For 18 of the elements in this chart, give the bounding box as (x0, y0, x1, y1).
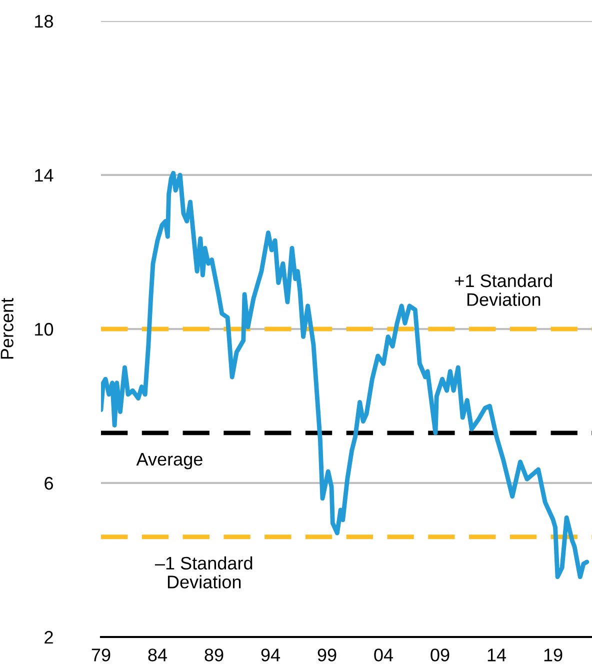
ref-line-label: +1 Standard Deviation (455, 274, 552, 306)
x-tick-label: 84 (148, 648, 168, 662)
x-tick-label: 94 (261, 648, 280, 662)
x-tick-label: 19 (544, 648, 562, 662)
x-tick-label: 79 (92, 648, 110, 662)
y-tick-label: 2 (44, 630, 53, 644)
y-tick-label: 18 (35, 14, 53, 28)
x-tick-label: 99 (318, 648, 336, 662)
ref-line-label: –1 Standard Deviation (154, 556, 252, 588)
y-tick-label: 14 (35, 169, 54, 182)
y-tick-label: 6 (44, 476, 53, 490)
x-tick-label: 89 (204, 648, 224, 662)
y-tick-label: 10 (35, 322, 54, 336)
x-tick-label: 09 (430, 648, 450, 662)
ref-line-label: Average (136, 453, 202, 470)
x-tick-label: 04 (374, 648, 394, 662)
y-axis-title: Percent (0, 298, 14, 359)
x-tick-label: 14 (488, 648, 506, 662)
